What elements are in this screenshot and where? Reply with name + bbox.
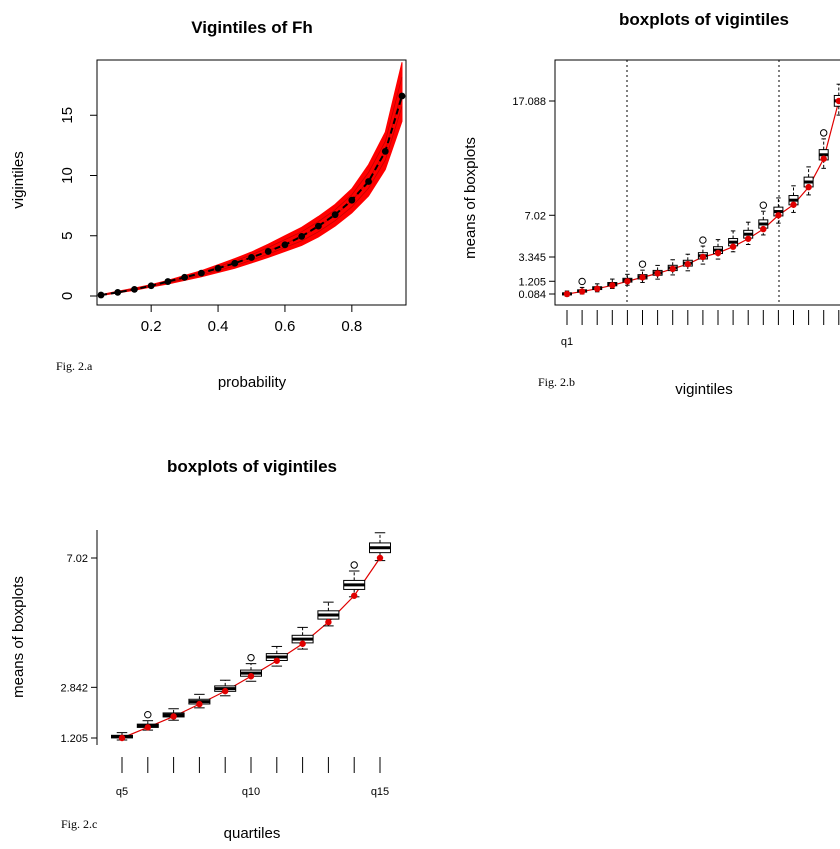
outlier: [350, 561, 358, 569]
y-tick-label: 5: [59, 232, 76, 240]
y-tick-label: 0.084: [518, 289, 546, 301]
data-point: [231, 259, 239, 267]
x-tick-label: 0.8: [341, 318, 362, 335]
mean-point: [654, 270, 661, 277]
outlier: [247, 653, 255, 662]
data-point: [348, 196, 356, 204]
mean-point: [714, 249, 722, 257]
data-point: [298, 232, 306, 240]
data-point: [214, 264, 222, 272]
panel-c-title: boxplots of vigintiles: [167, 457, 337, 476]
panel-b-xlabel: vigintiles: [675, 381, 733, 398]
panel-c-xlabel: quartiles: [224, 825, 281, 842]
mean-point: [669, 265, 676, 273]
y-tick-label: 1.205: [60, 733, 88, 745]
mean-point: [609, 282, 616, 289]
y-tick-label: 0: [59, 292, 76, 300]
outlier: [699, 236, 707, 244]
mean-point: [325, 618, 332, 626]
mean-point: [351, 592, 358, 599]
outlier: [144, 710, 152, 719]
outlier: [638, 260, 647, 268]
panel-c-ylabel: means of boxplots: [10, 576, 27, 698]
mean-point: [118, 734, 126, 742]
panel-c-caption: Fig. 2.c: [61, 817, 97, 831]
data-point: [331, 211, 339, 219]
plot-frame: [96, 59, 407, 306]
mean-point: [578, 288, 586, 295]
trajectory-line-1: [100, 106, 403, 296]
mean-point: [775, 212, 782, 219]
x-tick-label: q15: [371, 786, 389, 798]
mean-point: [745, 235, 752, 242]
x-tick-label: q10: [242, 786, 260, 798]
data-point: [114, 288, 122, 296]
panel-b-ylabel: means of boxplots: [462, 137, 479, 259]
x-tick-label: 0.6: [275, 318, 296, 335]
mean-point: [222, 687, 229, 695]
mean-point: [376, 554, 384, 562]
panel-a-ylabel: vigintiles: [10, 151, 27, 209]
outlier: [578, 277, 586, 286]
mean-line: [121, 557, 381, 739]
trajectory-band: [100, 62, 403, 296]
x-tick-label: 0.4: [208, 318, 229, 335]
x-tick-label: q1: [561, 336, 573, 348]
y-tick-label: 15: [59, 107, 76, 124]
data-point: [97, 291, 105, 299]
data-point: [164, 278, 172, 285]
data-point: [365, 178, 372, 185]
x-tick-label: q5: [116, 786, 128, 798]
data-point: [147, 282, 155, 290]
panel-b-title: boxplots of vigintiles: [619, 10, 789, 29]
panel-a-title: Vigintiles of Fh: [191, 18, 313, 37]
data-point: [281, 241, 289, 249]
mean-point: [639, 274, 646, 281]
mean-point: [835, 97, 840, 105]
mean-point: [624, 278, 631, 285]
panel-a-caption: Fig. 2.a: [56, 359, 93, 373]
panel-c: boxplots of vigintiles quartiles means o…: [10, 457, 391, 842]
data-point: [181, 273, 189, 281]
y-tick-label: 17.088: [512, 96, 546, 108]
y-tick-label: 10: [59, 167, 76, 184]
panel-b-caption: Fig. 2.b: [538, 375, 575, 389]
mean-point: [247, 673, 255, 680]
data-point: [381, 148, 389, 155]
panel-b: boxplots of vigintiles vigintiles means …: [462, 10, 840, 398]
mean-point: [144, 724, 151, 731]
y-tick-label: 1.205: [518, 276, 546, 288]
mean-point: [805, 183, 812, 191]
panel-a: Vigintiles of Fh probability vigintiles …: [10, 18, 407, 391]
data-point: [131, 285, 138, 293]
y-tick-label: 7.02: [525, 210, 546, 222]
mean-point: [820, 155, 827, 162]
mean-point: [790, 201, 797, 208]
mean-point: [196, 700, 203, 708]
mean-point: [299, 640, 306, 647]
y-tick-label: 7.02: [67, 553, 88, 565]
mean-point: [684, 260, 691, 268]
outlier: [820, 129, 828, 137]
data-point: [248, 254, 255, 261]
x-tick-label: 0.2: [141, 318, 162, 335]
mean-point: [273, 657, 280, 664]
mean-point: [729, 243, 737, 250]
y-tick-label: 2.842: [60, 682, 88, 694]
data-point: [197, 269, 205, 277]
outlier: [759, 201, 767, 209]
mean-point: [760, 225, 767, 233]
mean-point: [594, 285, 601, 292]
mean-point: [699, 253, 707, 261]
data-point: [398, 92, 406, 100]
mean-point: [563, 290, 571, 298]
mean-point: [170, 713, 177, 720]
y-tick-label: 3.345: [518, 252, 546, 264]
plot-frame: [554, 59, 840, 306]
data-point: [264, 248, 272, 255]
panel-a-xlabel: probability: [218, 374, 287, 391]
data-point: [314, 222, 322, 230]
